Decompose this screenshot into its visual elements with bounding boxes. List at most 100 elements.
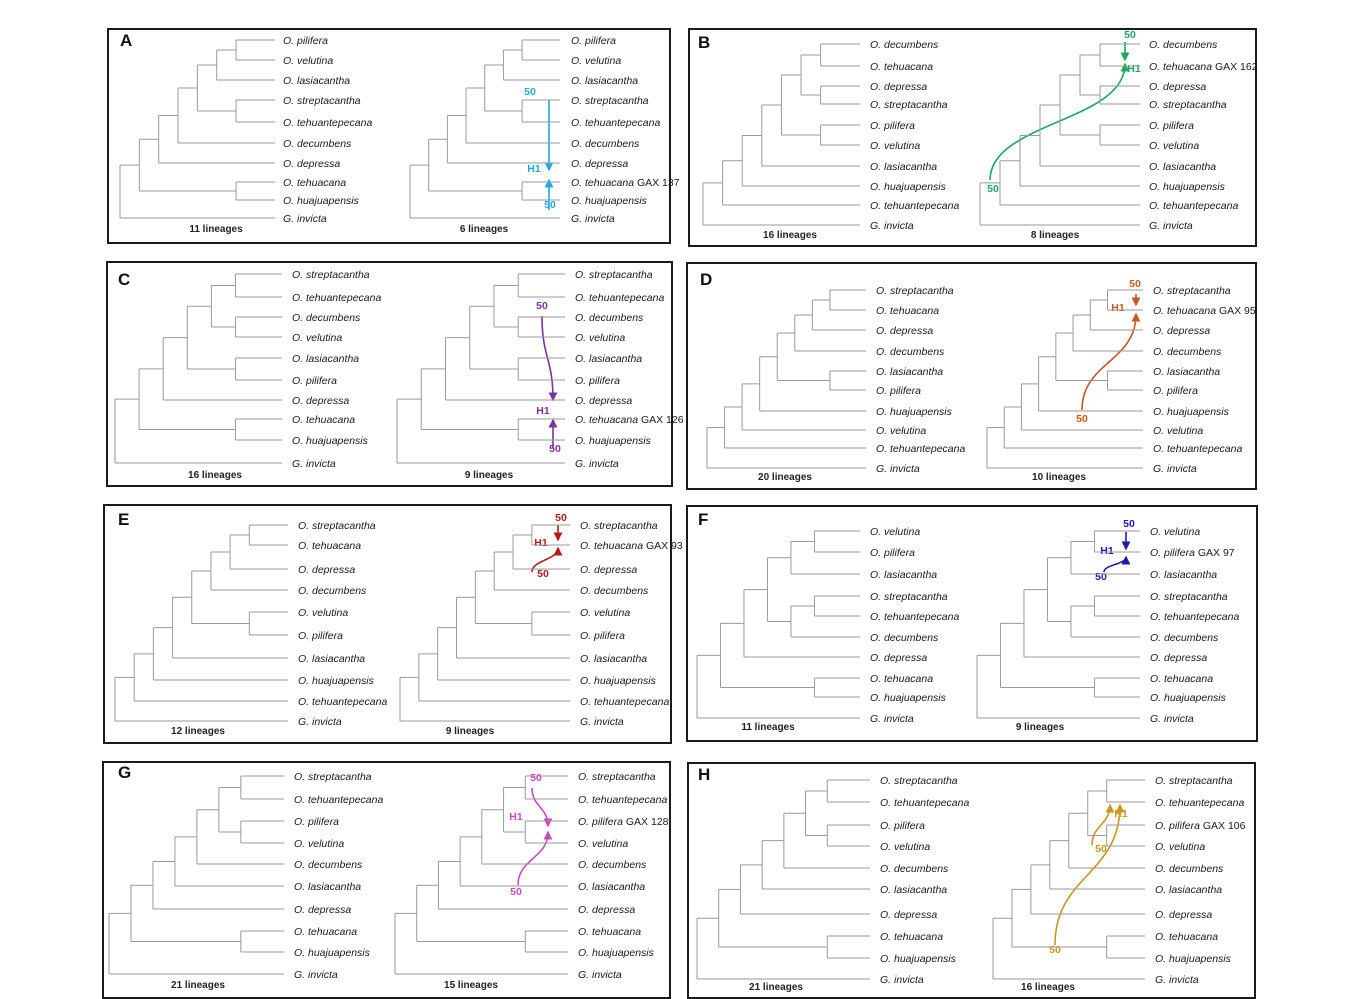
taxon-label: O. huajuapensis bbox=[294, 947, 371, 959]
taxon-label: O. streptacantha bbox=[575, 269, 653, 281]
hybrid-node-label: H1 bbox=[1100, 545, 1114, 557]
taxon-label: O. huajuapensis bbox=[1150, 692, 1227, 704]
taxon-label: O. velutina bbox=[1149, 140, 1199, 152]
parent-contribution-label: 50 bbox=[510, 886, 522, 898]
panel-frame bbox=[688, 28, 1257, 247]
hybrid-arrow bbox=[517, 830, 553, 886]
tree-left: O. streptacantha O. tehuantepecana O. pili… bbox=[696, 775, 969, 986]
panel-frame bbox=[102, 761, 671, 999]
taxon-label: O. tehuantepecana bbox=[870, 611, 959, 623]
taxon-label: G. invicta bbox=[292, 458, 336, 470]
hybrid-node-label: H1 bbox=[536, 405, 550, 417]
lineage-count-left: 16 lineages bbox=[763, 230, 817, 241]
tree-left: O. pilifera O. velutina O. lasiacantha O. s… bbox=[119, 35, 372, 225]
taxon-label: O. depressa bbox=[571, 158, 628, 170]
taxon-label: O. lasiacantha bbox=[1149, 161, 1216, 173]
taxon-label: O. velutina bbox=[880, 841, 930, 853]
taxon-label: O. velutina bbox=[1150, 526, 1200, 538]
taxon-label: G. invicta bbox=[880, 974, 924, 986]
parent-contribution-label: 50 bbox=[555, 512, 567, 524]
taxon-label: O. huajuapensis bbox=[1153, 406, 1230, 418]
taxon-label: O. depressa bbox=[1150, 652, 1207, 664]
taxon-label: O. tehuantepecana bbox=[870, 200, 959, 212]
taxon-label: O. lasiacantha bbox=[880, 884, 947, 896]
taxon-label: O. tehuacana GAX 137 bbox=[571, 177, 680, 189]
parent-contribution-label: 50 bbox=[549, 443, 561, 455]
taxon-label: G. invicta bbox=[1149, 220, 1193, 232]
taxon-label: O. depressa bbox=[1155, 909, 1212, 921]
taxon-label: O. tehuacana bbox=[1150, 673, 1213, 685]
tree-right: O. velutina O. pilifera GAX 97 O. lasiacan… bbox=[976, 526, 1239, 725]
panel-label: B bbox=[698, 33, 710, 52]
taxon-label: O. depressa bbox=[870, 652, 927, 664]
taxon-label: O. streptacantha bbox=[880, 775, 958, 787]
taxon-label: O. tehuantepecana bbox=[283, 117, 372, 129]
taxon-label: O. tehuacana bbox=[870, 61, 933, 73]
taxon-label: O. velutina bbox=[298, 607, 348, 619]
taxon-label: O. streptacantha bbox=[1149, 99, 1227, 111]
panel-label: A bbox=[120, 31, 132, 50]
parent-contribution-label: 50 bbox=[1123, 518, 1135, 530]
taxon-label: O. pilifera bbox=[580, 630, 625, 642]
taxon-label: O. pilifera GAX 97 bbox=[1150, 547, 1235, 559]
taxon-label: O. velutina bbox=[283, 55, 333, 67]
taxon-label: O. pilifera bbox=[870, 120, 915, 132]
taxon-label: O. streptacantha bbox=[870, 99, 948, 111]
taxon-label: O. pilifera bbox=[298, 630, 343, 642]
taxon-label: O. tehuacana bbox=[880, 931, 943, 943]
taxon-label: O. velutina bbox=[292, 332, 342, 344]
taxon-label: O. huajuapensis bbox=[876, 406, 953, 418]
panel-label: E bbox=[118, 510, 129, 529]
tree-right: O. streptacantha O. tehuantepecana O. decu… bbox=[396, 269, 684, 470]
taxon-label: G. invicta bbox=[1155, 974, 1199, 986]
taxon-label: O. decumbens bbox=[870, 39, 939, 51]
taxon-label: G. invicta bbox=[578, 969, 622, 981]
taxon-label: O. streptacantha bbox=[578, 771, 656, 783]
taxon-label: O. pilifera bbox=[870, 547, 915, 559]
taxon-label: O. tehuacana bbox=[283, 177, 346, 189]
hybrid-node-label: H1 bbox=[1111, 302, 1125, 314]
lineage-count-right: 9 lineages bbox=[465, 470, 514, 481]
taxon-label: O. tehuantepecana bbox=[880, 797, 969, 809]
taxon-label: O. pilifera GAX 106 bbox=[1155, 820, 1246, 832]
taxon-label: O. velutina bbox=[571, 55, 621, 67]
taxon-label: O. lasiacantha bbox=[571, 75, 638, 87]
tree-left: O. streptacantha O. tehuacana O. depressa O… bbox=[114, 520, 387, 728]
taxon-label: O. tehuacana bbox=[298, 540, 361, 552]
parent-contribution-label: 50 bbox=[987, 183, 999, 195]
tree-right: O. streptacantha O. tehuacana GAX 95 O. de… bbox=[986, 285, 1256, 475]
taxon-label: O. tehuantepecana bbox=[580, 696, 669, 708]
taxon-label: O. huajuapensis bbox=[580, 675, 657, 687]
panel-frame bbox=[687, 762, 1256, 999]
panel-frame bbox=[106, 261, 673, 487]
taxon-label: O. decumbens bbox=[292, 312, 361, 324]
parent-contribution-label: 50 bbox=[544, 199, 556, 211]
panel-label: H bbox=[698, 765, 710, 784]
taxon-label: O. lasiacantha bbox=[870, 161, 937, 173]
taxon-label: O. huajuapensis bbox=[575, 435, 652, 447]
taxon-label: O. huajuapensis bbox=[870, 181, 947, 193]
taxon-label: O. lasiacantha bbox=[283, 75, 350, 87]
taxon-label: O. pilifera bbox=[571, 35, 616, 47]
tree-right: O. streptacantha O. tehuacana GAX 93 O. de… bbox=[399, 520, 683, 728]
parent-contribution-label: 50 bbox=[530, 772, 542, 784]
taxon-label: O. decumbens bbox=[1153, 346, 1222, 358]
taxon-label: G. invicta bbox=[575, 458, 619, 470]
taxon-label: O. tehuantepecana bbox=[294, 794, 383, 806]
taxon-label: O. huajuapensis bbox=[1155, 953, 1232, 965]
tree-left: O. decumbens O. tehuacana O. depressa O. st… bbox=[702, 39, 959, 232]
panel-frame bbox=[686, 262, 1257, 490]
taxon-label: O. tehuacana GAX 93 bbox=[580, 540, 683, 552]
taxon-label: O. velutina bbox=[580, 607, 630, 619]
taxon-label: O. velutina bbox=[870, 140, 920, 152]
taxon-label: O. tehuantepecana bbox=[292, 292, 381, 304]
taxon-label: O. depressa bbox=[575, 395, 632, 407]
panel-frame bbox=[686, 505, 1258, 742]
hybrid-arrow bbox=[989, 62, 1130, 181]
taxon-label: O. velutina bbox=[876, 425, 926, 437]
taxon-label: O. pilifera bbox=[1149, 120, 1194, 132]
hybrid-arrow bbox=[1054, 803, 1125, 946]
panel-label: F bbox=[698, 510, 708, 529]
taxon-label: O. huajuapensis bbox=[298, 675, 375, 687]
